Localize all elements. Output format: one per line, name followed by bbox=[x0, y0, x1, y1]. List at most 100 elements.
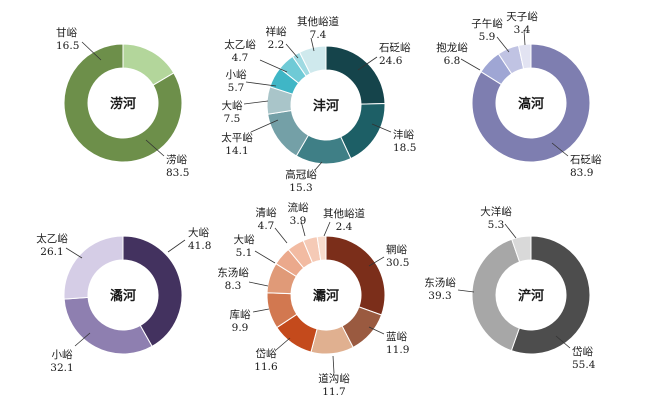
donut-slice bbox=[63, 43, 183, 163]
slice-value-label: 16.5 bbox=[56, 40, 79, 52]
slice-value-label: 3.4 bbox=[514, 24, 531, 36]
leader-line bbox=[368, 326, 385, 335]
donut-center-title: 灞河 bbox=[313, 288, 339, 304]
leader-line bbox=[460, 58, 481, 71]
slice-label: 子午峪 bbox=[471, 17, 503, 30]
slice-value-label: 15.3 bbox=[289, 182, 312, 194]
slice-value-label: 5.7 bbox=[228, 82, 245, 94]
donut-slice bbox=[471, 43, 591, 163]
slice-label: 岱峪 bbox=[572, 345, 593, 358]
leader-line bbox=[248, 281, 269, 287]
leader-line bbox=[457, 289, 475, 293]
slice-label: 石砭峪 bbox=[570, 154, 602, 166]
slice-value-label: 32.1 bbox=[50, 362, 73, 374]
slice-value-label: 7.4 bbox=[310, 29, 327, 41]
leader-line bbox=[252, 308, 270, 313]
leader-line bbox=[274, 227, 288, 244]
donut-center-title: 涝河 bbox=[110, 96, 136, 112]
leader-line bbox=[555, 335, 571, 349]
slice-label: 天子峪 bbox=[506, 11, 538, 23]
leader-line bbox=[300, 220, 306, 237]
slice-label: 东汤峪 bbox=[424, 276, 456, 289]
slice-label: 抱龙峪 bbox=[436, 41, 468, 54]
slice-value-label: 4.7 bbox=[232, 52, 249, 64]
slice-label: 小峪 bbox=[52, 349, 73, 361]
slice-value-label: 83.9 bbox=[570, 167, 593, 179]
leader-line bbox=[285, 43, 299, 59]
donut-slice bbox=[325, 45, 386, 105]
leader-line bbox=[81, 41, 102, 61]
slice-label: 小峪 bbox=[226, 69, 247, 81]
donut-slice bbox=[471, 238, 521, 352]
donut-slice bbox=[63, 296, 153, 355]
slice-label: 高冠峪 bbox=[285, 168, 317, 181]
slice-value-label: 5.9 bbox=[479, 31, 496, 43]
leader-line bbox=[310, 37, 315, 52]
leader-line bbox=[74, 332, 91, 347]
leader-line bbox=[314, 161, 323, 171]
slice-label: 东汤峪 bbox=[217, 266, 249, 279]
leader-line bbox=[250, 119, 279, 133]
slice-value-label: 5.3 bbox=[488, 219, 505, 231]
slice-label: 岱峪 bbox=[256, 347, 277, 360]
slice-value-label: 18.5 bbox=[393, 142, 416, 154]
slice-value-label: 83.5 bbox=[166, 167, 189, 179]
leader-line bbox=[245, 81, 277, 87]
slice-value-label: 11.9 bbox=[386, 344, 409, 356]
slice-value-label: 2.4 bbox=[336, 221, 353, 233]
leader-line bbox=[254, 250, 276, 264]
slice-value-label: 14.1 bbox=[225, 145, 248, 157]
slice-label: 太平峪 bbox=[221, 131, 253, 144]
leader-line bbox=[357, 56, 378, 71]
leader-line bbox=[496, 36, 510, 53]
slice-label: 辋峪 bbox=[386, 243, 407, 256]
donut-slice bbox=[511, 235, 532, 263]
slice-value-label: 5.1 bbox=[236, 247, 253, 259]
slice-value-label: 2.2 bbox=[268, 39, 285, 51]
leader-line bbox=[167, 239, 186, 253]
slice-label: 大峪 bbox=[222, 99, 243, 112]
slice-label: 库峪 bbox=[230, 308, 251, 321]
donut-slice bbox=[122, 235, 183, 348]
leader-line bbox=[523, 29, 526, 46]
slice-value-label: 3.9 bbox=[290, 215, 307, 227]
slice-value-label: 11.6 bbox=[254, 361, 278, 373]
leader-line bbox=[332, 355, 335, 374]
slice-label: 甘峪 bbox=[56, 26, 77, 39]
slice-value-label: 9.9 bbox=[232, 322, 249, 334]
donut-slice bbox=[298, 45, 327, 75]
slice-label: 大峪 bbox=[188, 226, 209, 239]
slice-value-label: 8.3 bbox=[225, 280, 242, 292]
slice-value-label: 24.6 bbox=[379, 55, 403, 67]
slice-label: 石砭峪 bbox=[379, 42, 411, 54]
slice-value-label: 41.8 bbox=[188, 240, 211, 252]
slice-label: 其他峪道 bbox=[323, 207, 365, 220]
leader-line bbox=[145, 139, 165, 157]
leader-line bbox=[65, 247, 83, 259]
slice-label: 流峪 bbox=[288, 201, 309, 214]
slice-label: 其他峪道 bbox=[297, 15, 339, 28]
slice-value-label: 7.5 bbox=[224, 113, 241, 125]
slice-value-label: 11.7 bbox=[322, 386, 345, 398]
donut-center-title: 浐河 bbox=[518, 288, 544, 304]
slice-value-label: 26.1 bbox=[40, 246, 63, 258]
slice-label: 大峪 bbox=[234, 233, 255, 246]
donut-center-title: 潏河 bbox=[110, 288, 136, 304]
slice-value-label: 30.5 bbox=[386, 257, 409, 269]
leader-line bbox=[323, 221, 331, 237]
leader-line bbox=[275, 337, 291, 351]
slice-label: 沣峪 bbox=[393, 129, 414, 141]
donut-slice bbox=[510, 235, 591, 355]
donut-slice bbox=[63, 235, 124, 300]
leader-line bbox=[368, 256, 385, 267]
slice-label: 祥峪 bbox=[266, 25, 287, 38]
slice-label: 太乙峪 bbox=[36, 232, 68, 245]
leader-line bbox=[551, 142, 569, 157]
